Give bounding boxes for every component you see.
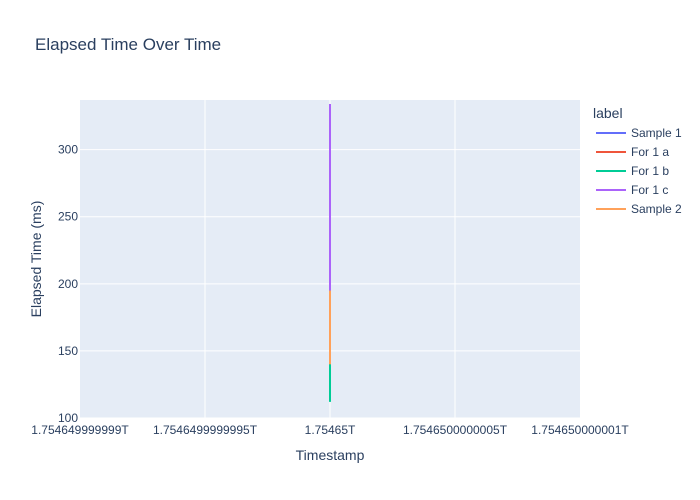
x-tick-label: 1.754649999999T: [31, 423, 129, 437]
y-tick-label: 150: [58, 344, 78, 358]
x-axis-ticks: 1.754649999999T 1.7546499999995T 1.75465T 1…: [31, 423, 629, 437]
legend-item[interactable]: Sample 2: [596, 202, 682, 216]
legend-label: For 1 a: [631, 145, 669, 159]
legend-label: Sample 1: [631, 126, 682, 140]
x-tick-label: 1.7546499999995T: [153, 423, 258, 437]
legend-item[interactable]: Sample 1: [596, 126, 682, 140]
legend-item[interactable]: For 1 a: [596, 145, 669, 159]
y-axis-title: Elapsed Time (ms): [28, 201, 44, 318]
legend-item[interactable]: For 1 c: [596, 183, 668, 197]
legend-item[interactable]: For 1 b: [596, 164, 669, 178]
chart-title: Elapsed Time Over Time: [35, 35, 221, 54]
y-axis-ticks: 100 150 200 250 300: [58, 143, 78, 425]
y-tick-label: 100: [58, 411, 78, 425]
legend-label: For 1 b: [631, 164, 669, 178]
y-tick-label: 200: [58, 277, 78, 291]
y-tick-label: 300: [58, 143, 78, 157]
x-tick-label: 1.754650000001T: [531, 423, 629, 437]
x-tick-label: 1.7546500000005T: [403, 423, 508, 437]
legend-title: label: [593, 105, 623, 121]
x-axis-title: Timestamp: [296, 447, 365, 463]
y-tick-label: 250: [58, 210, 78, 224]
legend-label: For 1 c: [631, 183, 668, 197]
legend[interactable]: Sample 1 For 1 a For 1 b For 1 c Sample 2: [596, 126, 682, 216]
legend-label: Sample 2: [631, 202, 682, 216]
x-tick-label: 1.75465T: [305, 423, 356, 437]
